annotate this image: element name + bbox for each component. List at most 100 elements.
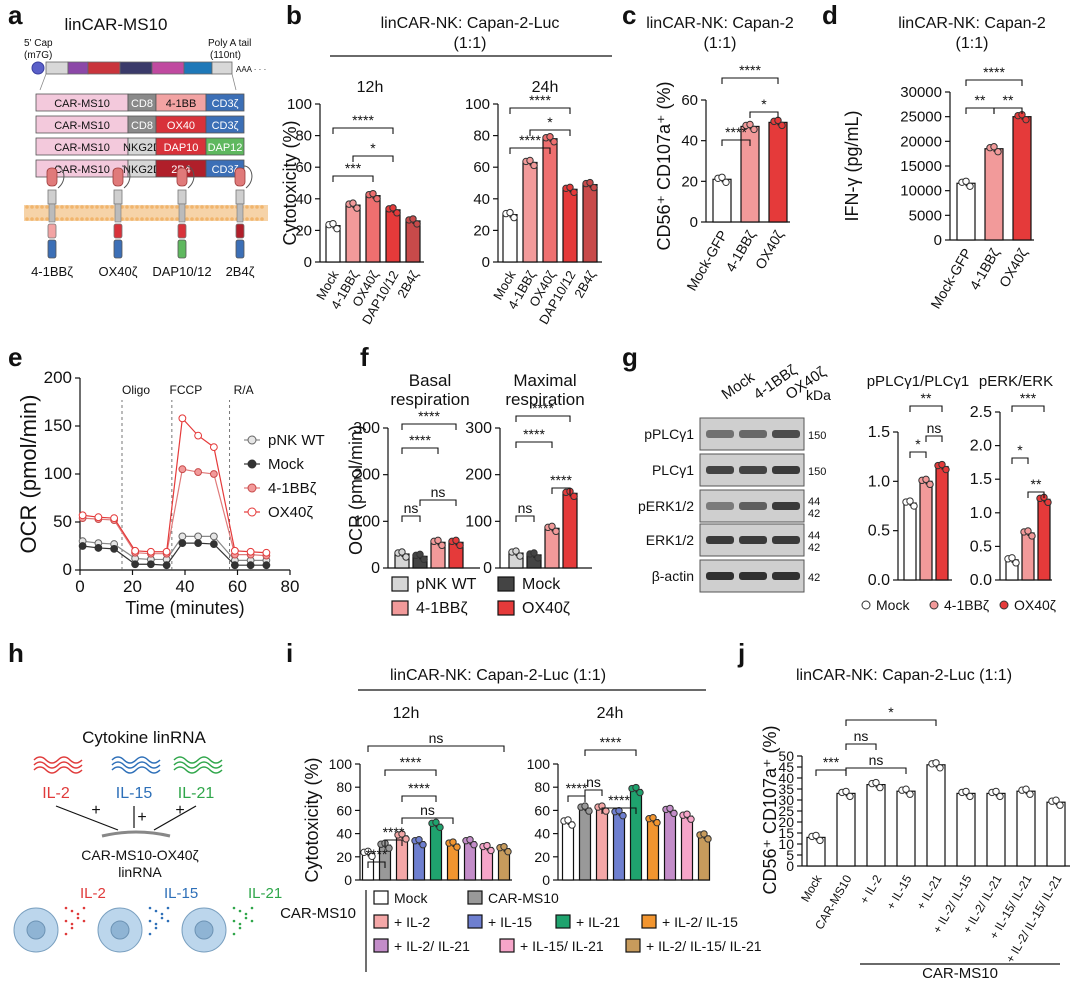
series-point [78, 511, 87, 520]
receptor-signal [235, 239, 245, 259]
data-point [1052, 796, 1060, 804]
plus-sign: + [175, 802, 184, 819]
significance-label: ns [404, 500, 419, 516]
receptor-scfv [112, 167, 124, 187]
receptor-scfv [234, 167, 246, 187]
significance-label: * [761, 96, 767, 112]
secreted-cytokine [76, 912, 80, 916]
lipid-head [255, 217, 259, 221]
lipid-head [145, 205, 149, 209]
y-tick-label: 60 [295, 159, 312, 176]
data-point [746, 120, 754, 129]
lipid-head [100, 217, 104, 221]
lipid-head [130, 217, 134, 221]
y-tick-label: 0 [483, 560, 492, 577]
subplot-label: 12h [357, 79, 384, 96]
bar [956, 182, 976, 241]
secreted-cytokine [160, 916, 164, 920]
receptor-costim [113, 223, 123, 239]
y-tick-label: 20 [336, 849, 352, 865]
y-axis-label: IFN-γ (pg/mL) [842, 110, 862, 221]
data-point [385, 844, 393, 852]
significance-bracket [567, 795, 586, 802]
y-axis-label: Cytotoxicity (%) [280, 120, 300, 245]
y-tick-label: 80 [473, 128, 490, 145]
series-point [194, 539, 203, 548]
construct-label: OX40 [167, 120, 195, 132]
legend-swatch [373, 914, 389, 929]
data-point [1026, 790, 1034, 798]
y-tick-label: 100 [329, 756, 353, 772]
mw-label: 150 [808, 466, 826, 478]
y-tick-label: 5000 [909, 207, 942, 224]
bar [429, 823, 443, 881]
nk-nucleus [110, 920, 130, 940]
lipid-head [150, 205, 154, 209]
legend-swatch [391, 600, 409, 616]
significance-label: **** [409, 432, 431, 448]
data-point [349, 199, 357, 207]
rna-strand [173, 766, 223, 774]
y-tick-label: 5 [786, 847, 794, 863]
panel-label: e [8, 342, 22, 372]
lipid-head [75, 205, 79, 209]
legend-marker [247, 435, 257, 445]
blot-band [706, 572, 734, 580]
data-point [329, 219, 337, 228]
lipid-head [170, 205, 174, 209]
y-tick-label: 25 [778, 803, 794, 819]
receptor-costim [47, 223, 57, 239]
significance-bracket [332, 175, 374, 182]
rna-strand [111, 761, 161, 769]
secreted-cytokine [244, 912, 248, 916]
data-point [619, 812, 627, 820]
y-tick-label: 1.5 [868, 424, 890, 441]
significance-bracket [845, 743, 877, 750]
data-point [504, 847, 512, 856]
legend-label: + IL-15 [488, 914, 532, 930]
y-tick-label: 0 [63, 560, 72, 579]
significance-bracket [721, 139, 751, 146]
significance-bracket [1011, 405, 1045, 412]
y-tick-label: 20 [778, 814, 794, 830]
lipid-head [170, 217, 174, 221]
significance-label: ns [429, 730, 444, 746]
y-tick-label: 0.5 [868, 523, 890, 540]
data-point [402, 835, 410, 843]
data-point [353, 204, 361, 212]
data-point [942, 465, 950, 474]
lipid-head [125, 217, 129, 221]
lipid-head [215, 217, 219, 221]
lipid-head [95, 205, 99, 209]
lipid-head [190, 205, 194, 209]
data-point [996, 792, 1004, 801]
rna-strand [33, 761, 83, 769]
legend-swatch [499, 938, 515, 953]
secreted-cytokine [238, 922, 242, 926]
panel-label: c [622, 0, 636, 30]
data-point [456, 541, 464, 550]
subplot-label: respiration [505, 390, 584, 409]
significance-label: * [370, 140, 376, 156]
y-tick-label: 15000 [900, 158, 942, 175]
mw-label: 44 [808, 496, 820, 508]
data-point [500, 842, 508, 851]
lipid-head [25, 205, 29, 209]
rna-strand [33, 756, 83, 764]
significance-bracket [401, 423, 457, 430]
significance-bracket [352, 155, 394, 162]
bar [896, 790, 916, 867]
data-point [530, 549, 538, 557]
bar [1037, 498, 1051, 581]
significance-label: ns [586, 774, 601, 790]
secreted-label: IL-15 [164, 885, 198, 902]
bar [1021, 532, 1035, 581]
data-point [546, 133, 554, 141]
data-point [586, 178, 594, 187]
data-point [510, 213, 518, 222]
data-point [552, 527, 560, 536]
lipid-head [135, 205, 139, 209]
legend-marker [247, 483, 257, 493]
data-point [506, 208, 514, 217]
cap-label: (m7G) [24, 50, 52, 61]
